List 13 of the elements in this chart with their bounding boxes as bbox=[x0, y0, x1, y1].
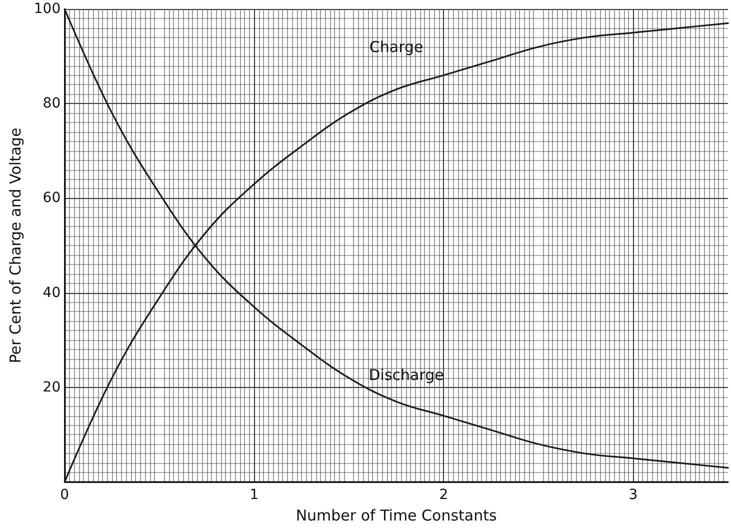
y-tick-label: 80 bbox=[42, 96, 61, 112]
series-label: Charge bbox=[369, 38, 424, 56]
y-tick-label: 40 bbox=[42, 284, 61, 301]
y-tick-label: 100 bbox=[34, 1, 61, 17]
x-tick-label: 2 bbox=[439, 487, 448, 503]
x-tick-label: 0 bbox=[60, 487, 70, 503]
x-tick-label: 3 bbox=[628, 487, 638, 503]
y-tick-label: 60 bbox=[42, 190, 61, 206]
series-label: Discharge bbox=[368, 366, 444, 384]
y-tick-label: 20 bbox=[42, 379, 61, 396]
x-tick-label: 1 bbox=[250, 487, 259, 503]
y-axis-title: Per Cent of Charge and Voltage bbox=[6, 128, 24, 364]
x-axis-title: Number of Time Constants bbox=[296, 506, 497, 524]
